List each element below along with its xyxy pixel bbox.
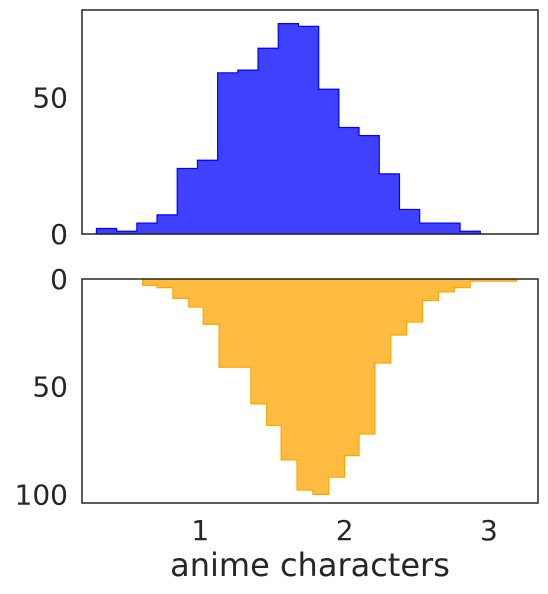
- x-tick-labels: 1 2 3: [191, 514, 497, 547]
- x-axis-label: anime characters: [170, 546, 450, 584]
- bottom-y-tick-label: 0: [50, 263, 68, 296]
- bottom-axes-frame: [81, 278, 539, 504]
- x-tick-label: 3: [480, 514, 498, 547]
- top-y-tick-labels: 0 50: [32, 81, 68, 251]
- top-y-tick-label: 50: [32, 81, 68, 114]
- top-histogram-bars: [95, 23, 481, 235]
- bottom-histogram-bars: [142, 278, 517, 495]
- bottom-y-tick-label: 100: [15, 478, 68, 511]
- x-tick-label: 2: [336, 514, 354, 547]
- top-y-tick-label: 0: [50, 218, 68, 251]
- bottom-y-tick-label: 50: [32, 371, 68, 404]
- top-axes-frame: [81, 9, 539, 235]
- bottom-y-tick-labels: 0 50 100: [15, 263, 68, 511]
- x-tick-label: 1: [191, 514, 209, 547]
- top-histogram-panel: 0 50: [32, 9, 539, 251]
- bottom-histogram-panel: 0 50 100 1 2 3: [15, 263, 539, 547]
